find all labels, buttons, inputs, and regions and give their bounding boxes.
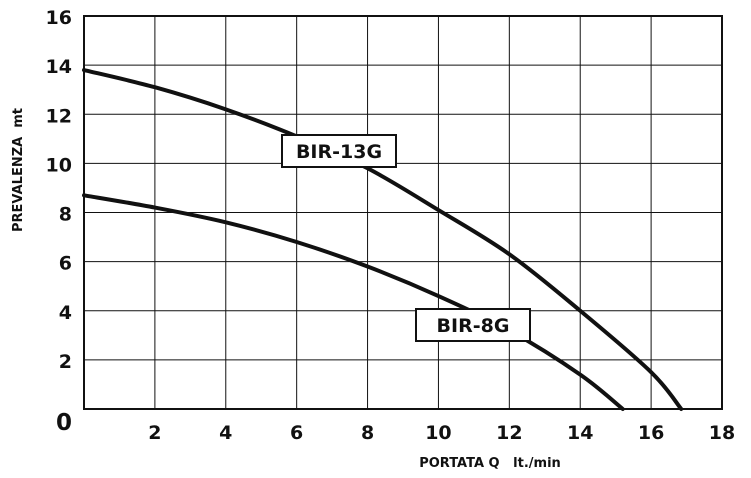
- series-labels: BIR-13G BIR-8G: [281, 134, 531, 342]
- series-label-box-bir-13g: [281, 134, 397, 168]
- y-axis-ticks: 0 2 4 6 8 10 12 14 16: [46, 7, 72, 436]
- series-label-bir-8g: BIR-8G: [437, 315, 510, 337]
- y-tick-label: 0: [56, 410, 72, 436]
- series-label-box-bir-8g: [415, 308, 531, 342]
- x-tick-label: 2: [148, 422, 161, 444]
- y-tick-label: 14: [46, 56, 72, 78]
- x-tick-label: 10: [425, 422, 451, 444]
- y-tick-label: 6: [59, 253, 72, 275]
- plot-grid: [83, 15, 723, 410]
- x-tick-label: 16: [638, 422, 664, 444]
- series-curve-bir-8g: [82, 193, 625, 411]
- y-tick-label: 10: [46, 154, 72, 176]
- y-tick-label: 4: [59, 302, 72, 324]
- y-tick-label: 2: [59, 351, 72, 373]
- x-tick-label: 12: [496, 422, 522, 444]
- x-axis-title: PORTATA Q lt./min: [419, 456, 561, 471]
- series-curves: [82, 68, 684, 411]
- series-label-bir-13g: BIR-13G: [296, 141, 382, 163]
- x-tick-label: 18: [709, 422, 735, 444]
- x-axis-ticks: 2 4 6 8 10 12 14 16 18: [148, 422, 735, 444]
- y-tick-label: 8: [59, 204, 72, 226]
- y-tick-label: 12: [46, 105, 72, 127]
- y-axis-title: PREVALENZA mt: [11, 108, 26, 232]
- x-tick-label: 6: [290, 422, 303, 444]
- series-curve-bir-13g: [82, 68, 684, 411]
- x-tick-label: 8: [361, 422, 374, 444]
- y-tick-label: 16: [46, 7, 72, 29]
- x-tick-label: 4: [219, 422, 232, 444]
- x-tick-label: 14: [567, 422, 593, 444]
- plot-frame: [83, 15, 723, 410]
